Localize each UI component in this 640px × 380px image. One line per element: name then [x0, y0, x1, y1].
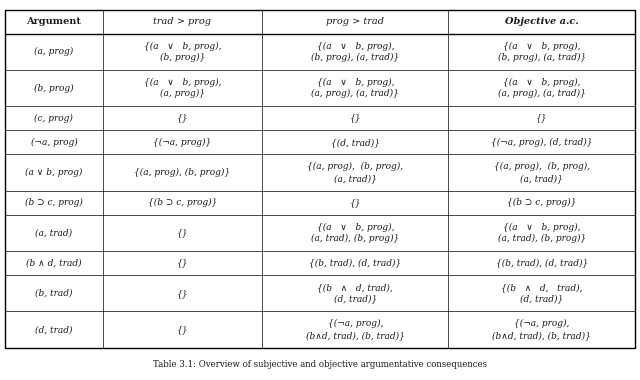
Text: (b, prog): (b, prog)	[34, 84, 74, 93]
Text: {(a   ∨   b, prog),
(a, prog)}: {(a ∨ b, prog), (a, prog)}	[143, 78, 221, 98]
Text: {(a   ∨   b, prog),
(b, prog), (a, trad)}: {(a ∨ b, prog), (b, prog), (a, trad)}	[311, 41, 399, 62]
Text: {(a   ∨   b, prog),
(b, prog), (a, trad)}: {(a ∨ b, prog), (b, prog), (a, trad)}	[497, 41, 586, 62]
Text: {(¬a, prog),
(b∧d, trad), (b, trad)}: {(¬a, prog), (b∧d, trad), (b, trad)}	[306, 319, 404, 340]
Text: {}: {}	[349, 198, 361, 207]
Text: (a, prog): (a, prog)	[35, 47, 74, 56]
Text: {(a   ∨   b, prog),
(a, prog), (a, trad)}: {(a ∨ b, prog), (a, prog), (a, trad)}	[311, 78, 399, 98]
Text: (c, prog): (c, prog)	[35, 114, 74, 123]
Text: {(¬a, prog)}: {(¬a, prog)}	[153, 138, 212, 147]
Text: {(a   ∨   b, prog),
(a, prog), (a, trad)}: {(a ∨ b, prog), (a, prog), (a, trad)}	[498, 78, 586, 98]
Text: {(a, prog), (b, prog)}: {(a, prog), (b, prog)}	[134, 168, 230, 177]
Text: Objective a.c.: Objective a.c.	[505, 17, 579, 26]
Text: Argument: Argument	[26, 17, 81, 26]
Text: (a, trad): (a, trad)	[35, 228, 72, 238]
Bar	[5, 10, 635, 348]
Text: {}: {}	[536, 114, 547, 123]
Text: (b ⊃ c, prog): (b ⊃ c, prog)	[25, 198, 83, 207]
Text: trad > prog: trad > prog	[154, 17, 211, 26]
Text: {}: {}	[177, 114, 188, 123]
Text: {}: {}	[349, 114, 361, 123]
Text: {(¬a, prog),
(b∧d, trad), (b, trad)}: {(¬a, prog), (b∧d, trad), (b, trad)}	[492, 319, 591, 340]
Text: {(b   ∧   d, trad),
(d, trad)}: {(b ∧ d, trad), (d, trad)}	[317, 283, 393, 304]
Text: {(a   ∨   b, prog),
(a, trad), (b, prog)}: {(a ∨ b, prog), (a, trad), (b, prog)}	[311, 223, 399, 243]
Text: prog > trad: prog > trad	[326, 17, 384, 26]
Text: {(b, trad), (d, trad)}: {(b, trad), (d, trad)}	[309, 259, 401, 268]
Text: {}: {}	[177, 325, 188, 334]
Text: {(a   ∨   b, prog),
(a, trad), (b, prog)}: {(a ∨ b, prog), (a, trad), (b, prog)}	[497, 223, 586, 243]
Text: {(¬a, prog), (d, trad)}: {(¬a, prog), (d, trad)}	[491, 138, 593, 147]
Text: {(d, trad)}: {(d, trad)}	[331, 138, 380, 147]
Text: (¬a, prog): (¬a, prog)	[31, 138, 77, 147]
Text: (a ∨ b, prog): (a ∨ b, prog)	[25, 168, 83, 177]
Text: {}: {}	[177, 289, 188, 298]
Text: (b, trad): (b, trad)	[35, 289, 73, 298]
Text: Table 3.1: Overview of subjective and objective argumentative consequences: Table 3.1: Overview of subjective and ob…	[153, 360, 487, 369]
Text: {(b ⊃ c, prog)}: {(b ⊃ c, prog)}	[148, 198, 217, 207]
Text: {(b ⊃ c, prog)}: {(b ⊃ c, prog)}	[507, 198, 577, 207]
Text: {}: {}	[177, 259, 188, 268]
Text: (b ∧ d, trad): (b ∧ d, trad)	[26, 259, 82, 268]
Text: {(a, prog),  (b, prog),
(a, trad)}: {(a, prog), (b, prog), (a, trad)}	[493, 162, 589, 183]
Text: {}: {}	[177, 228, 188, 238]
Text: {(a, prog),  (b, prog),
(a, trad)}: {(a, prog), (b, prog), (a, trad)}	[307, 162, 403, 183]
Text: {(b   ∧   d,   trad),
(d, trad)}: {(b ∧ d, trad), (d, trad)}	[501, 283, 582, 304]
Text: (d, trad): (d, trad)	[35, 325, 73, 334]
Text: {(a   ∨   b, prog),
(b, prog)}: {(a ∨ b, prog), (b, prog)}	[143, 41, 221, 62]
Text: {(b, trad), (d, trad)}: {(b, trad), (d, trad)}	[495, 259, 588, 268]
